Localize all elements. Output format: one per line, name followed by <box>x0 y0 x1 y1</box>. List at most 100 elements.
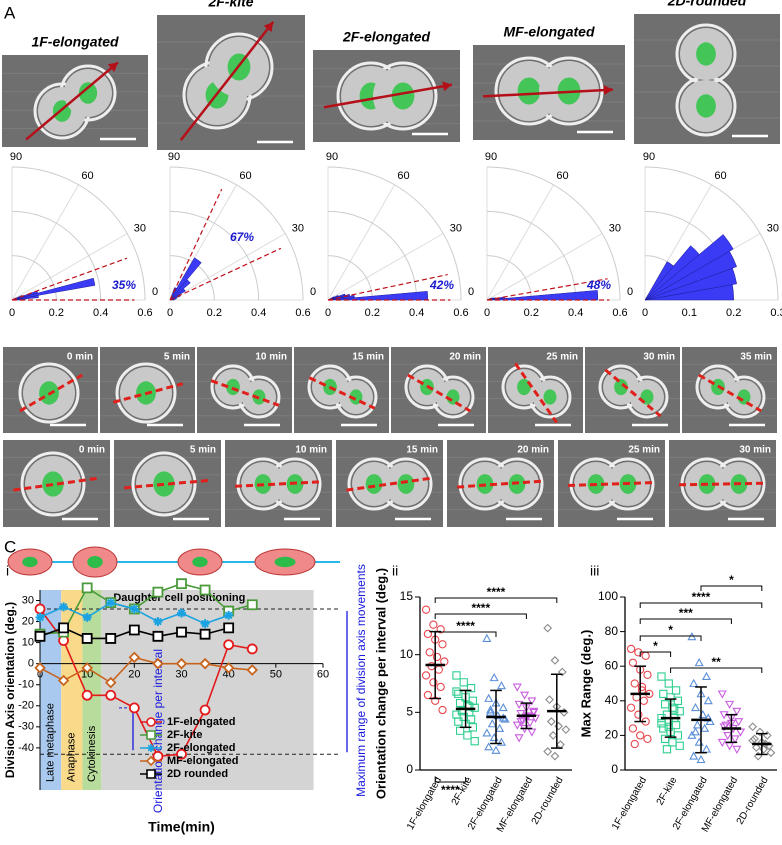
data-point <box>725 742 735 751</box>
y-tick-label: 0 <box>406 762 413 776</box>
r-tick-label: 0.6 <box>612 307 627 319</box>
theta-tick-label: 90 <box>485 151 497 163</box>
y-tick-label: -40 <box>18 742 34 754</box>
panel-label: iii <box>590 563 599 579</box>
data-point <box>496 681 507 690</box>
chromatin <box>42 471 64 497</box>
theta-tick-label: 60 <box>397 170 409 182</box>
data-point <box>152 657 164 670</box>
data-point <box>246 643 258 655</box>
r-grid <box>327 210 418 301</box>
data-point <box>630 739 639 749</box>
r-tick-label: 0.6 <box>137 307 152 319</box>
significance-label: * <box>653 639 658 653</box>
significance-label: **** <box>456 619 475 633</box>
data-point <box>454 689 463 699</box>
data-point <box>199 628 211 640</box>
division-axis <box>234 480 324 488</box>
time-label: 0 min <box>67 352 93 363</box>
data-point <box>454 717 463 726</box>
data-point <box>34 603 46 615</box>
significance-label: **** <box>471 601 490 615</box>
data-point <box>489 673 499 682</box>
y-tick-label: 10 <box>400 647 414 661</box>
cell-halo <box>20 451 86 517</box>
data-point <box>626 703 636 712</box>
data-point <box>176 626 187 638</box>
chromatin <box>226 378 240 396</box>
x-axis-title: Time(min) <box>148 819 215 835</box>
percent-annotation: 48% <box>586 278 611 292</box>
time-label: 15 min <box>406 445 438 456</box>
data-point <box>512 683 522 692</box>
data-point <box>725 700 735 709</box>
y-tick-label: -20 <box>18 700 34 712</box>
data-point <box>673 731 683 740</box>
time-label: 35 min <box>740 352 772 363</box>
data-point <box>543 747 553 756</box>
data-point <box>438 705 447 715</box>
legend-label: 2F-elongated <box>167 742 235 754</box>
chromatin <box>365 474 383 494</box>
data-point <box>719 723 729 732</box>
data-point <box>643 670 652 679</box>
arrow-head <box>263 21 274 33</box>
division-axis <box>308 376 376 410</box>
data-point <box>545 695 554 705</box>
r-tick-label: 0.2 <box>726 307 741 319</box>
x-tick-label: 2D-rounded <box>735 775 771 826</box>
data-point <box>550 656 560 665</box>
x-tick-label: 10 <box>81 669 93 681</box>
data-point <box>176 748 187 760</box>
series-line <box>39 608 253 758</box>
legend-marker <box>146 769 156 779</box>
data-point <box>421 671 431 680</box>
data-point <box>34 662 46 674</box>
legend-marker <box>145 755 157 767</box>
r-tick-label: 0.2 <box>49 307 64 319</box>
data-point <box>529 708 539 718</box>
significance-bracket <box>434 631 497 637</box>
data-point <box>452 687 461 696</box>
division-axis <box>698 373 762 413</box>
data-point <box>199 657 211 670</box>
data-point <box>484 742 494 751</box>
data-point <box>628 658 638 667</box>
data-point <box>500 714 510 723</box>
data-point <box>431 635 440 644</box>
micrograph <box>558 440 665 527</box>
data-point <box>673 696 683 705</box>
data-point <box>664 679 673 688</box>
r-grid <box>327 166 462 301</box>
data-point <box>177 608 186 618</box>
data-point <box>82 612 92 622</box>
data-point <box>512 721 522 730</box>
data-point <box>199 704 211 716</box>
micrograph <box>391 347 486 433</box>
data-point <box>641 651 650 660</box>
theta-tick-label: 0 <box>152 286 158 298</box>
data-point <box>491 745 501 754</box>
percent-annotation: 67% <box>230 230 254 244</box>
data-point <box>199 584 211 596</box>
theta-grid <box>486 184 554 301</box>
data-point <box>628 724 638 733</box>
data-point <box>152 586 164 598</box>
significance-bracket <box>639 635 702 641</box>
mean-angle-line <box>486 278 608 301</box>
data-point <box>466 683 476 693</box>
division-arrow <box>25 61 119 141</box>
data-point <box>657 672 666 681</box>
data-point <box>636 731 645 740</box>
data-point <box>755 727 765 737</box>
data-point <box>128 624 140 636</box>
data-point <box>438 640 447 649</box>
data-point <box>556 740 565 750</box>
data-point <box>645 689 654 699</box>
data-point <box>128 651 141 664</box>
data-point <box>81 633 93 644</box>
legend-marker <box>146 717 156 727</box>
r-grid <box>644 166 779 301</box>
data-point <box>152 750 164 762</box>
data-point <box>514 734 524 743</box>
